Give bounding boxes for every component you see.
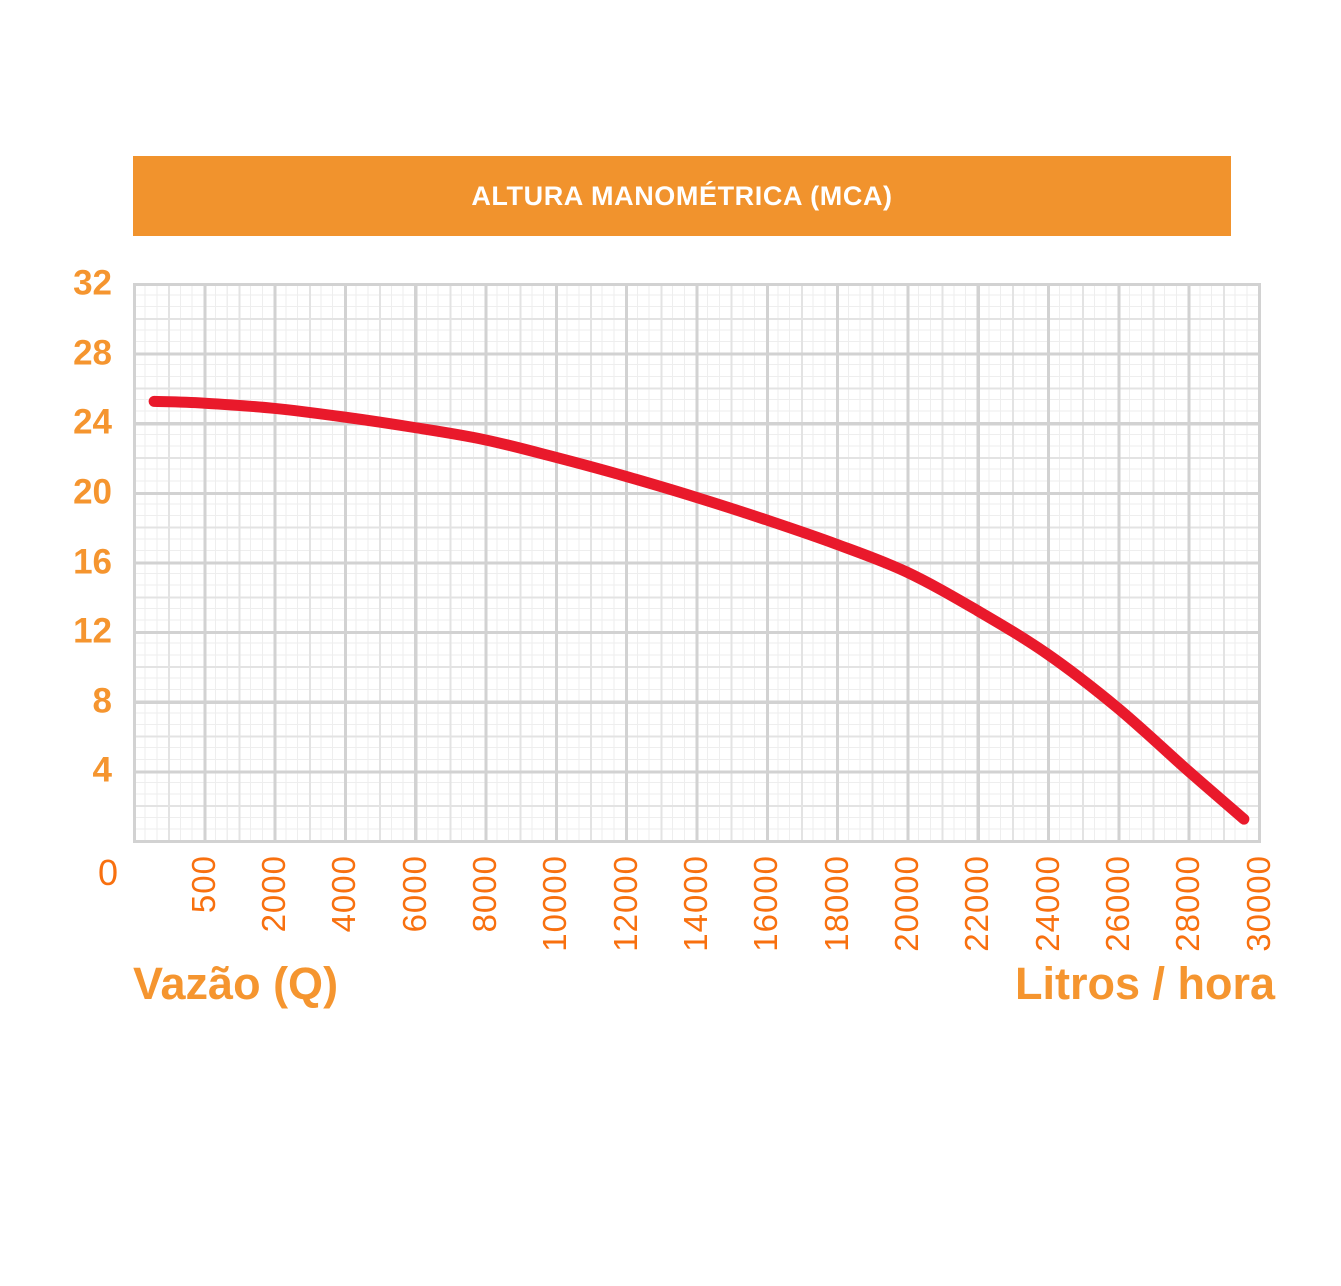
x-axis-title-quantity: Vazão (Q)	[133, 958, 339, 1009]
plot-area	[133, 283, 1261, 843]
y-tick-label: 8	[92, 681, 112, 721]
y-tick-label: 16	[73, 542, 112, 581]
chart-title-bar: ALTURA MANOMÉTRICA (MCA)	[133, 156, 1231, 236]
x-axis-title-unit: Litros / hora	[1014, 958, 1275, 1009]
y-tick-label: 20	[73, 472, 112, 512]
y-tick-label: 28	[73, 333, 112, 373]
pump-curve-line	[148, 395, 1250, 825]
chart-title: ALTURA MANOMÉTRICA (MCA)	[471, 180, 893, 211]
y-tick-label: 32	[73, 263, 112, 303]
origin-zero-label: 0	[97, 852, 118, 893]
y-tick-label: 4	[92, 750, 112, 790]
y-tick-label: 12	[73, 611, 112, 651]
pump-curve-path	[148, 395, 1250, 825]
y-tick-label: 24	[73, 402, 112, 442]
